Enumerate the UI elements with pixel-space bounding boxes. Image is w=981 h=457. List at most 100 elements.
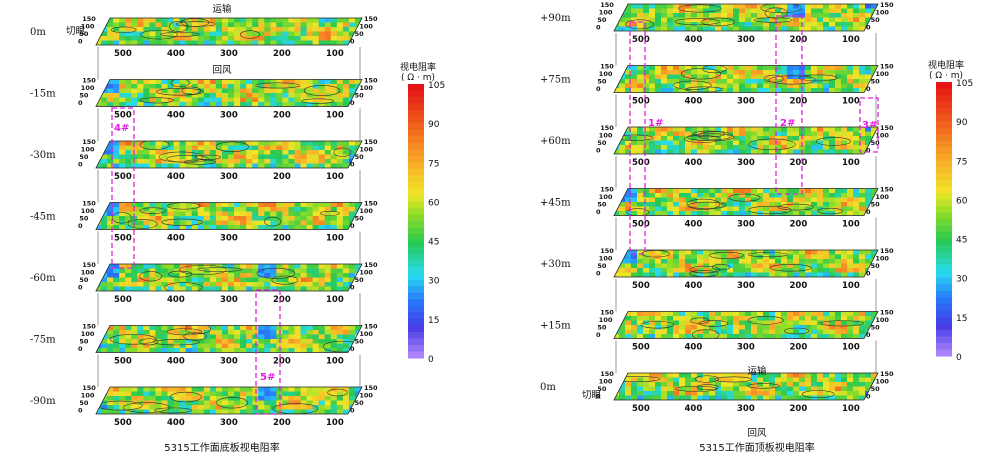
resistivity-cell [667,127,675,133]
resistivity-cell [811,197,819,203]
resistivity-cell [300,141,308,147]
resistivity-cell [149,277,157,283]
resistivity-cell [667,188,675,194]
resistivity-cell [757,83,765,89]
resistivity-cell [859,79,867,85]
resistivity-cell [631,382,639,388]
resistivity-cell [161,405,169,411]
resistivity-cell [276,27,284,33]
resistivity-cell [125,163,133,168]
resistivity-cell [161,282,169,288]
resistivity-cell [107,273,115,279]
resistivity-cell [835,193,843,199]
resistivity-cell [282,102,290,107]
resistivity-cell [631,22,639,28]
resistivity-cell [823,88,831,93]
resistivity-cell [685,254,693,260]
resistivity-cell [131,216,139,222]
resistivity-cell [763,320,771,326]
resistivity-cell [715,263,723,269]
resistivity-cell [715,188,723,194]
resistivity-cell [125,36,133,42]
resistivity-cell [324,84,332,90]
resistivity-cell [197,387,206,393]
resistivity-cell [179,286,187,291]
resistivity-cell [649,74,657,80]
resistivity-cell [631,83,639,89]
resistivity-cell [228,216,236,222]
resistivity-cell [125,400,133,406]
resistivity-cell [619,272,627,277]
resistivity-cell [823,193,831,199]
resistivity-cell [131,334,139,340]
resistivity-cell [847,145,855,151]
resistivity-cell [751,386,759,392]
resistivity-cell [270,339,278,345]
colorbar-swatch [936,258,952,266]
resistivity-cell [348,27,357,33]
resistivity-cell [185,18,193,24]
y-tick-label-right: 50 [355,92,365,100]
resistivity-cell [721,382,729,388]
resistivity-cell [685,373,693,379]
resistivity-cell [276,264,284,270]
resistivity-cell [107,97,115,103]
resistivity-cell [739,140,747,146]
resistivity-cell [709,83,717,89]
resistivity-cell [179,405,187,411]
resistivity-cell [691,193,699,199]
resistivity-cell [763,211,771,216]
resistivity-cell [781,22,789,28]
resistivity-cell [817,202,825,208]
resistivity-cell [709,320,717,326]
resistivity-cell [661,65,669,71]
contour-line [694,375,719,383]
resistivity-cell [841,211,849,216]
resistivity-cell [835,373,843,379]
resistivity-cell [769,211,777,216]
resistivity-cell [167,325,175,331]
resistivity-cell [655,211,663,216]
resistivity-cell [859,373,867,379]
resistivity-cell [835,250,843,256]
resistivity-cell [787,8,795,14]
resistivity-cell [215,348,224,353]
resistivity-cell [745,145,753,151]
x-tick-label: 400 [685,343,703,353]
resistivity-cell [300,339,308,345]
resistivity-cell [649,382,657,388]
resistivity-cell [258,339,266,345]
resistivity-cell [294,31,302,37]
colorbar-swatch [936,271,952,279]
resistivity-cell [787,334,795,339]
resistivity-cell [757,193,765,199]
resistivity-cell [318,405,326,411]
resistivity-cell [871,373,878,379]
resistivity-cell [125,268,133,274]
resistivity-cell [614,382,621,388]
resistivity-cell [282,93,290,99]
resistivity-cell [637,373,645,379]
resistivity-cell [113,207,121,213]
resistivity-cell [246,387,254,393]
resistivity-cell [336,334,345,340]
resistivity-cell [685,211,693,216]
resistivity-cell [125,18,133,24]
colorbar-swatch [408,318,424,326]
resistivity-cell [727,140,735,146]
resistivity-cell [727,79,735,85]
resistivity-cell [751,70,759,76]
resistivity-cell [637,320,645,326]
resistivity-cell [703,272,711,277]
resistivity-cell [173,391,181,397]
resistivity-cell [252,163,260,168]
resistivity-cell [282,409,290,414]
resistivity-cell [125,409,133,414]
resistivity-cell [691,206,699,212]
resistivity-cell [119,409,127,414]
y-tick-label-right: 0 [350,38,355,46]
resistivity-cell [859,83,867,89]
colorbar-swatch [408,90,424,98]
resistivity-cell [215,27,224,33]
y-tick-label: 50 [79,399,89,407]
